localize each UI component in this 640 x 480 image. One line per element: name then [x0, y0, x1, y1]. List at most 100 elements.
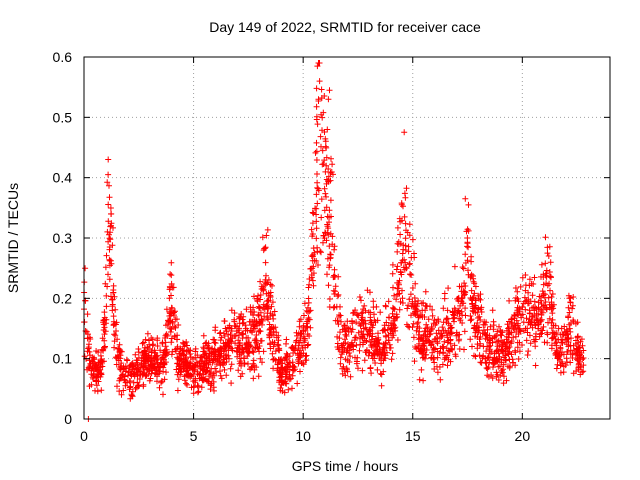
data-point — [317, 133, 324, 140]
data-point — [98, 346, 105, 353]
data-point — [496, 342, 503, 349]
data-point — [456, 315, 463, 322]
data-point — [531, 274, 538, 281]
data-point — [495, 363, 502, 370]
data-point — [177, 371, 184, 378]
data-point — [279, 388, 286, 395]
data-point — [451, 314, 458, 321]
data-point — [343, 333, 350, 339]
data-point — [397, 269, 404, 276]
data-point — [301, 300, 308, 307]
data-point — [411, 295, 418, 301]
data-point — [109, 303, 116, 310]
data-point — [555, 336, 562, 343]
data-point — [576, 353, 583, 359]
data-point — [108, 210, 115, 217]
data-point — [539, 327, 546, 334]
data-point — [339, 365, 346, 372]
data-point — [392, 315, 398, 322]
data-point — [496, 353, 503, 360]
data-point — [407, 291, 414, 298]
data-point — [480, 343, 487, 350]
data-point — [308, 274, 315, 281]
data-point — [229, 347, 236, 354]
data-point — [370, 298, 377, 305]
data-point — [502, 343, 509, 350]
data-point — [495, 347, 501, 354]
data-point — [404, 229, 411, 236]
data-point — [554, 361, 561, 368]
data-point — [394, 248, 401, 255]
data-point — [578, 336, 585, 343]
data-point — [543, 267, 550, 274]
data-point — [356, 320, 363, 327]
data-point — [193, 359, 200, 366]
data-point — [353, 360, 360, 367]
data-point — [360, 319, 367, 326]
data-point — [121, 376, 128, 383]
data-point — [421, 328, 428, 335]
data-point — [491, 359, 498, 366]
data-point — [540, 281, 547, 288]
data-point — [130, 379, 137, 386]
data-point — [111, 293, 118, 300]
data-point — [227, 331, 234, 338]
data-point — [314, 121, 321, 128]
data-point — [315, 96, 322, 103]
data-point — [269, 282, 275, 289]
data-point — [544, 339, 551, 346]
data-point — [445, 337, 452, 344]
data-point — [318, 196, 325, 203]
data-point — [312, 205, 318, 212]
data-point — [154, 373, 160, 380]
data-point — [126, 364, 133, 371]
data-point — [435, 316, 442, 323]
data-point — [313, 235, 320, 242]
data-point — [336, 346, 343, 353]
data-point — [568, 335, 574, 342]
data-point — [98, 358, 105, 365]
data-point — [415, 336, 422, 343]
data-point — [192, 354, 199, 361]
data-point — [160, 391, 166, 398]
data-point — [290, 345, 296, 352]
data-point — [200, 332, 207, 339]
data-point — [102, 264, 109, 271]
data-point — [355, 365, 361, 372]
data-point — [556, 350, 563, 357]
data-point — [232, 322, 239, 329]
data-point — [314, 171, 320, 177]
data-point — [342, 328, 349, 335]
data-point — [309, 220, 316, 227]
data-point — [101, 337, 108, 344]
data-point — [101, 324, 108, 331]
data-point — [277, 369, 283, 376]
data-point — [292, 339, 299, 346]
data-point — [314, 179, 321, 186]
data-point — [423, 351, 430, 358]
data-point — [510, 325, 517, 331]
data-point — [250, 357, 257, 364]
data-point — [456, 310, 463, 317]
data-point — [323, 144, 330, 151]
data-point — [89, 374, 96, 381]
data-point — [471, 280, 478, 287]
data-point — [407, 271, 414, 278]
data-point — [560, 363, 567, 370]
data-point — [97, 366, 104, 373]
data-point — [580, 368, 587, 375]
data-point — [444, 307, 451, 314]
data-point — [321, 185, 328, 192]
data-point — [322, 168, 329, 175]
data-point — [529, 292, 536, 299]
data-point — [542, 272, 549, 279]
data-point — [548, 306, 555, 313]
data-point — [433, 330, 440, 337]
data-point — [390, 305, 397, 312]
data-point — [205, 353, 212, 359]
data-point — [185, 371, 192, 378]
data-point — [564, 359, 570, 365]
data-point — [508, 338, 515, 345]
chart-title: Day 149 of 2022, SRMTID for receiver cac… — [209, 19, 481, 35]
data-point — [545, 253, 552, 259]
